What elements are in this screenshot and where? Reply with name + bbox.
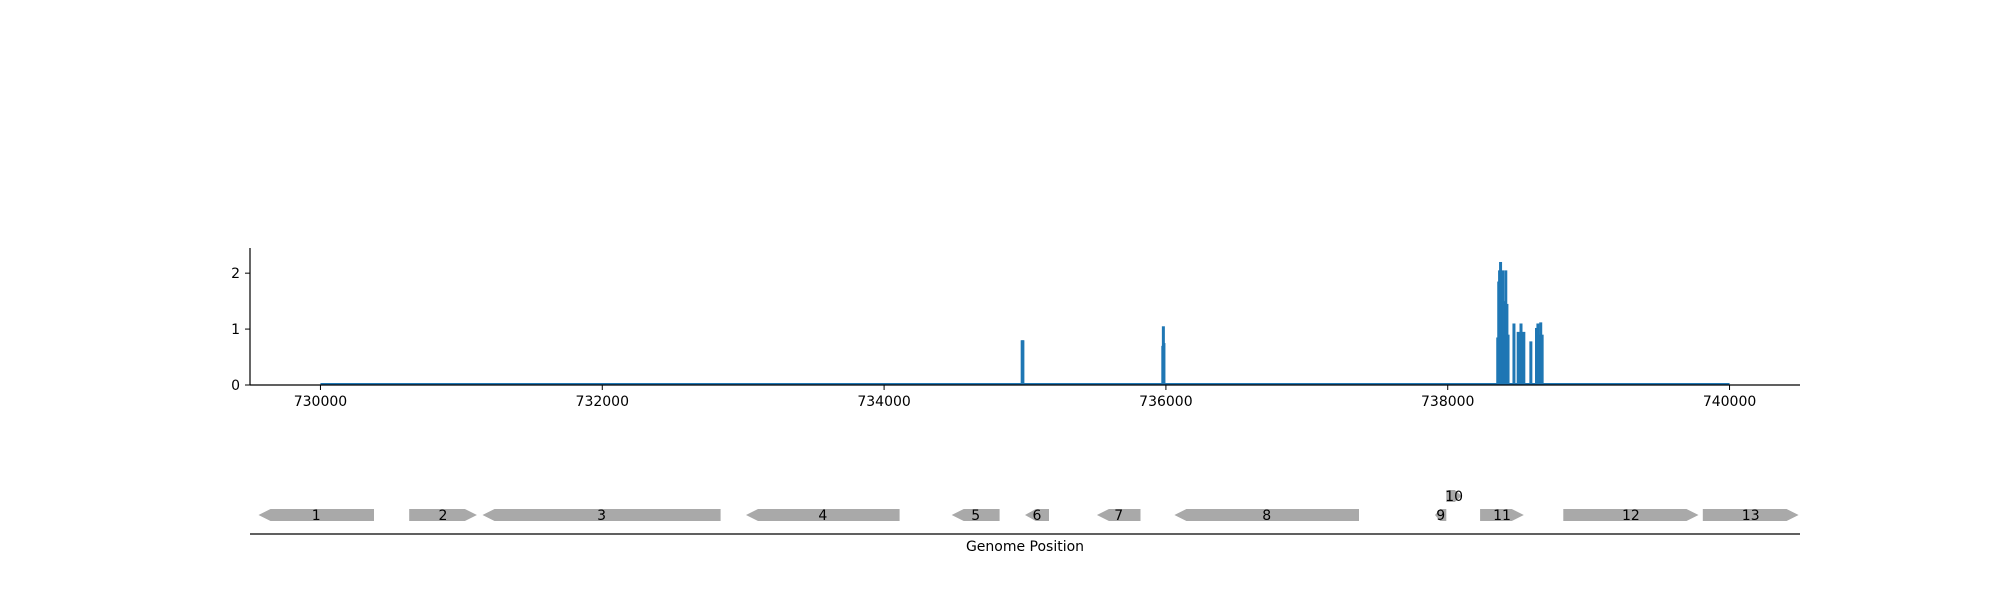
gene-12: 12 xyxy=(1563,508,1699,524)
gene-arrow xyxy=(1702,509,1799,521)
x-tick-label: 730000 xyxy=(294,394,347,410)
x-tick-label: 740000 xyxy=(1703,394,1756,410)
x-tick-label: 732000 xyxy=(576,394,629,410)
coverage-bar xyxy=(1516,331,1520,385)
gene-track-x-label: Genome Position xyxy=(966,539,1084,555)
gene-arrow xyxy=(746,509,900,521)
gene-label: 1 xyxy=(312,508,321,524)
x-tick-label: 736000 xyxy=(1139,394,1192,410)
gene-label: 10 xyxy=(1445,489,1463,505)
gene-label: 9 xyxy=(1436,508,1445,524)
coverage-bar xyxy=(1540,334,1544,385)
gene-arrow xyxy=(1174,509,1359,521)
gene-arrow xyxy=(409,509,477,521)
x-tick-label: 734000 xyxy=(857,394,910,410)
gene-label: 11 xyxy=(1493,508,1511,524)
gene-label: 5 xyxy=(971,508,980,524)
coverage-bar xyxy=(1506,334,1510,385)
gene-arrow xyxy=(1480,509,1524,521)
gene-label: 13 xyxy=(1742,508,1760,524)
coverage-plot: 730000 732000 734000 736000 738000 740000 0 1 2 xyxy=(231,248,1800,410)
gene-label: 6 xyxy=(1033,508,1042,524)
gene-label: 3 xyxy=(597,508,606,524)
coverage-bar xyxy=(1522,331,1526,385)
gene-13: 13 xyxy=(1702,508,1799,524)
gene-6: 6 xyxy=(1025,508,1049,524)
x-axis-ticks: 730000 732000 734000 736000 738000 740000 xyxy=(294,385,1756,410)
gene-label: 8 xyxy=(1262,508,1271,524)
gene-4: 4 xyxy=(746,508,900,524)
gene-label: 4 xyxy=(818,508,827,524)
gene-arrow xyxy=(482,509,721,521)
gene-9: 9 xyxy=(1435,508,1447,524)
x-tick-label: 738000 xyxy=(1421,394,1474,410)
gene-2: 2 xyxy=(409,508,477,524)
gene-11: 11 xyxy=(1480,508,1524,524)
y-tick-label: 2 xyxy=(231,266,240,282)
gene-arrow xyxy=(258,509,374,521)
gene-arrow xyxy=(1446,490,1462,502)
gene-label: 7 xyxy=(1114,508,1123,524)
coverage-bar xyxy=(1529,341,1533,385)
coverage-bar xyxy=(1021,340,1025,385)
gene-8: 8 xyxy=(1174,508,1359,524)
y-tick-label: 0 xyxy=(231,378,240,394)
y-tick-label: 1 xyxy=(231,322,240,338)
gene-arrow xyxy=(951,509,1000,521)
gene-arrow xyxy=(1025,509,1049,521)
coverage-bars xyxy=(1020,261,1544,385)
gene-7: 7 xyxy=(1096,508,1141,524)
gene-1: 1 xyxy=(258,508,374,524)
coverage-bar xyxy=(1519,323,1523,385)
gene-3: 3 xyxy=(482,508,721,524)
coverage-bar xyxy=(1162,343,1166,385)
gene-5: 5 xyxy=(951,508,1000,524)
gene-label: 12 xyxy=(1622,508,1640,524)
gene-arrow xyxy=(1096,509,1141,521)
gene-arrow xyxy=(1435,509,1447,521)
gene-10: 10 xyxy=(1445,489,1463,505)
gene-arrow xyxy=(1563,509,1699,521)
y-axis-ticks: 0 1 2 xyxy=(231,266,250,394)
gene-label: 2 xyxy=(439,508,448,524)
coverage-bar xyxy=(1512,323,1516,385)
